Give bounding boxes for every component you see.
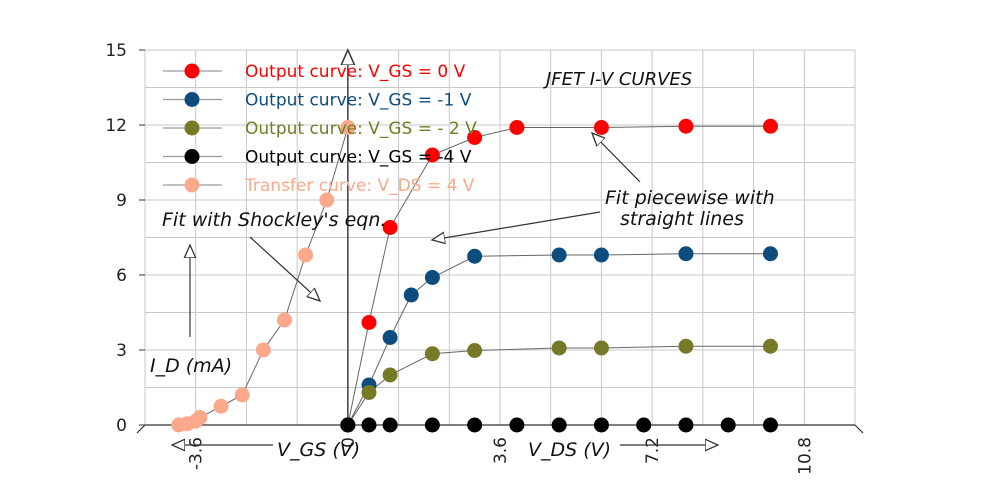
legend-marker-3	[184, 149, 200, 164]
annotation-shockley-arrow	[249, 236, 320, 301]
data-point-series-4	[298, 247, 314, 263]
data-point-series-3	[509, 417, 525, 433]
legend-marker-2	[184, 120, 200, 136]
data-point-series-4	[319, 192, 335, 208]
data-points	[171, 118, 778, 433]
x-axis-label-vds: V_DS (V)	[528, 439, 611, 461]
legend-label-1: Output curve: V_GS = -1 V	[245, 91, 472, 111]
chart-title: JFET I-V CURVES	[543, 69, 692, 90]
data-point-series-3	[593, 417, 609, 433]
fit-line-1	[347, 253, 771, 426]
x-tick-label: 3.6	[491, 437, 511, 464]
legend-marker-0	[184, 63, 200, 79]
x-axis-end-left	[136, 424, 146, 434]
y-tick-label: 6	[116, 266, 127, 286]
data-point-series-4	[340, 120, 356, 135]
y-tick-label: 12	[105, 116, 127, 136]
data-point-series-3	[340, 417, 356, 433]
legend-label-2: Output curve: V_GS = - 2 V	[245, 119, 477, 139]
data-point-series-1	[403, 287, 419, 303]
legend-label-4: Transfer curve: V_DS = 4 V	[244, 176, 475, 196]
data-point-series-3	[678, 417, 694, 433]
fit-lines	[178, 125, 771, 426]
data-point-series-2	[361, 385, 377, 400]
y-tick-label: 0	[116, 416, 127, 436]
legend-label-3: Output curve: V_GS = -4 V	[245, 148, 472, 168]
annotation-piecewise-arrow-1	[592, 133, 641, 183]
x-axis-end-right	[854, 424, 864, 434]
data-point-series-0	[678, 118, 694, 134]
data-point-series-1	[551, 247, 567, 263]
data-point-series-2	[424, 346, 440, 362]
y-tick-label: 3	[116, 341, 127, 361]
data-point-series-2	[762, 338, 778, 354]
data-point-series-4	[234, 387, 250, 403]
data-point-series-3	[636, 417, 652, 433]
annotation-piecewise-line2: straight lines	[620, 208, 744, 230]
y-axis-label: I_D (mA)	[150, 355, 232, 377]
data-point-series-3	[467, 417, 483, 433]
legend-label-0: Output curve: V_GS = 0 V	[245, 62, 466, 82]
fit-line-0	[347, 125, 771, 426]
data-point-series-0	[593, 120, 609, 135]
legend-marker-1	[184, 92, 200, 107]
y-tick-label: 15	[105, 41, 127, 61]
data-point-series-2	[467, 343, 483, 358]
data-point-series-4	[213, 398, 229, 414]
y-tick-label: 9	[116, 191, 127, 211]
data-point-series-2	[593, 340, 609, 356]
data-point-series-3	[551, 417, 567, 433]
data-point-series-2	[551, 340, 567, 356]
data-point-series-0	[382, 220, 398, 235]
fit-line-4	[178, 127, 349, 426]
data-point-series-2	[382, 367, 398, 383]
data-point-series-0	[762, 118, 778, 134]
x-tick-label: 10.8	[795, 437, 815, 475]
data-point-series-4	[192, 410, 208, 425]
data-point-series-3	[361, 417, 377, 433]
data-point-series-0	[424, 147, 440, 163]
data-point-series-1	[762, 246, 778, 262]
data-point-series-1	[424, 270, 440, 285]
annotation-shockley: Fit with Shockley's eqn.	[162, 209, 386, 231]
data-point-series-3	[762, 417, 778, 433]
data-point-series-1	[593, 247, 609, 263]
data-point-series-3	[382, 417, 398, 433]
legend-marker-4	[184, 177, 200, 193]
data-point-series-4	[255, 342, 271, 358]
axes	[136, 50, 864, 434]
data-point-series-0	[509, 120, 525, 135]
legend: Output curve: V_GS = 0 V Output curve: V_…	[163, 62, 477, 196]
annotation-piecewise-line1: Fit piecewise with	[605, 187, 775, 209]
data-point-series-4	[276, 312, 292, 328]
data-point-series-1	[678, 246, 694, 262]
data-point-series-1	[467, 248, 483, 264]
x-axis-label-vgs: V_GS (V)	[277, 439, 360, 461]
data-point-series-3	[424, 417, 440, 433]
y-tick-labels: 0 3 6 9 12 15	[105, 41, 145, 436]
data-point-series-0	[361, 315, 377, 330]
x-tick-label: 0	[339, 437, 359, 448]
x-tick-label: -3.6	[187, 437, 207, 470]
data-point-series-3	[720, 417, 736, 433]
fit-line-2	[347, 345, 771, 426]
data-point-series-0	[467, 130, 483, 145]
annotation-piecewise-arrow-2	[432, 211, 601, 240]
data-point-series-2	[678, 338, 694, 354]
data-point-series-1	[382, 330, 398, 345]
x-tick-label: 7.2	[643, 437, 663, 464]
